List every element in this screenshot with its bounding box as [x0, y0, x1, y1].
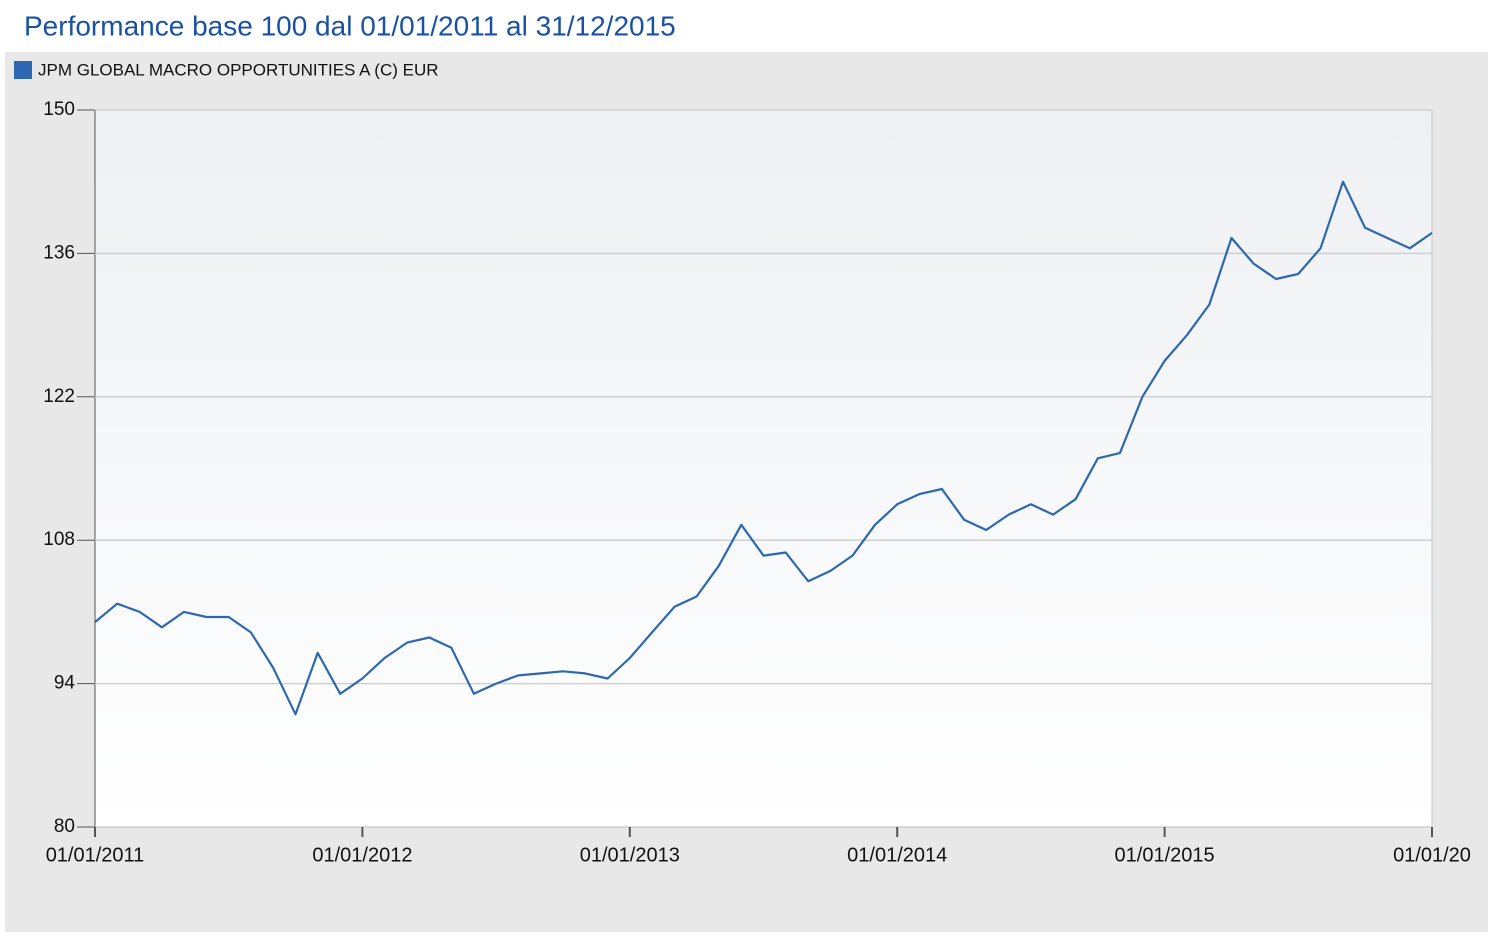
x-tick-label: 01/01/2015: [1115, 844, 1215, 866]
x-tick-label: 01/01/20: [1393, 844, 1471, 866]
series-line: [94, 180, 1433, 716]
x-tick-label: 01/01/2013: [580, 844, 680, 866]
y-tick-label: 80: [54, 816, 75, 837]
plot-area: [94, 109, 1433, 828]
x-tick-label: 01/01/2014: [847, 844, 947, 866]
y-tick-label: 94: [54, 673, 76, 694]
legend-label: JPM GLOBAL MACRO OPPORTUNITIES A (C) EUR: [38, 60, 439, 79]
y-tick-label: 122: [43, 386, 75, 407]
legend: JPM GLOBAL MACRO OPPORTUNITIES A (C) EUR: [14, 60, 439, 79]
chart-title: Performance base 100 dal 01/01/2011 al 3…: [24, 10, 676, 41]
y-tick-label: 136: [43, 242, 75, 263]
y-tick-label: 108: [43, 529, 75, 550]
x-tick-label: 01/01/2011: [46, 844, 145, 866]
legend-swatch: [14, 61, 32, 79]
y-tick-label: 150: [43, 99, 75, 120]
x-tick-label: 01/01/2012: [312, 844, 412, 866]
